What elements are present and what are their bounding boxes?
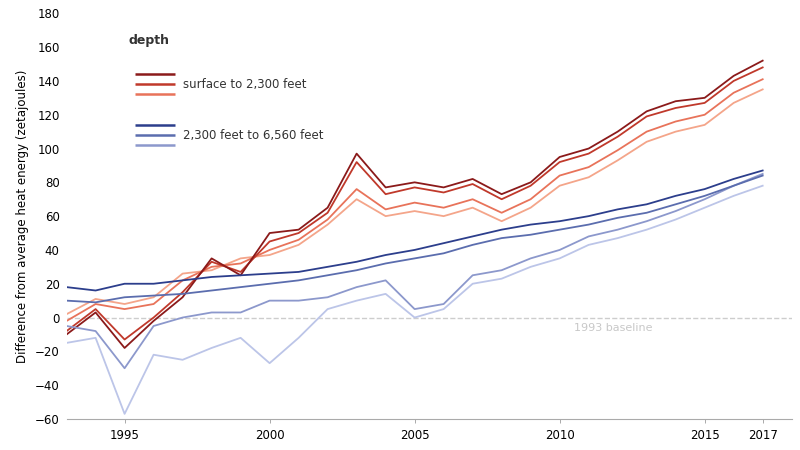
Text: surface to 2,300 feet: surface to 2,300 feet: [182, 78, 306, 91]
Text: 1993 baseline: 1993 baseline: [574, 323, 653, 333]
Text: 2,300 feet to 6,560 feet: 2,300 feet to 6,560 feet: [182, 129, 323, 141]
Y-axis label: Difference from average heat energy (zetajoules): Difference from average heat energy (zet…: [16, 69, 30, 363]
Text: depth: depth: [128, 34, 170, 47]
